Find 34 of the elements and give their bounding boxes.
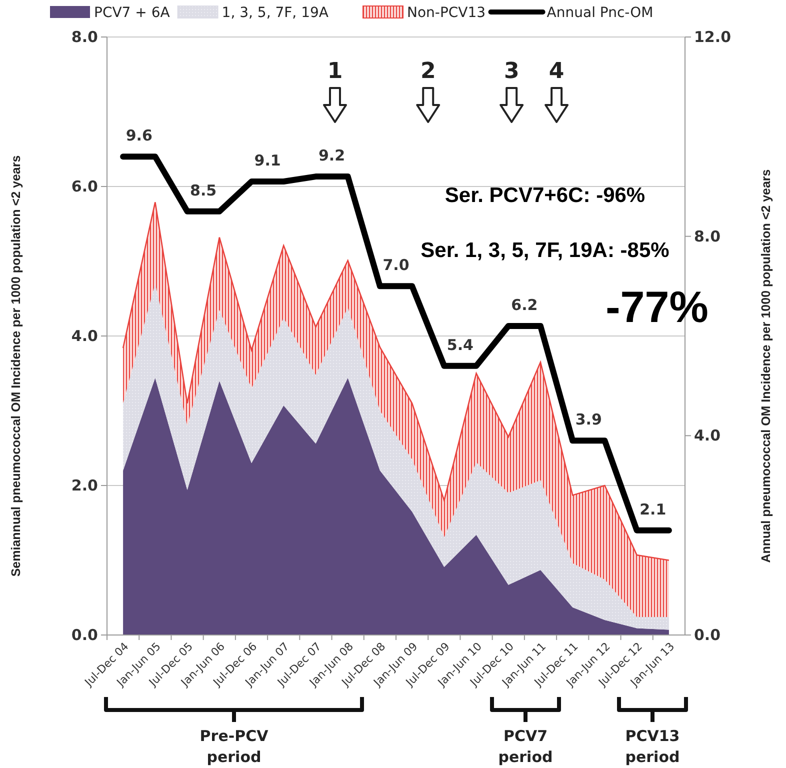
data-label: 6.2 xyxy=(511,296,538,314)
data-label: 2.1 xyxy=(640,500,666,518)
text: PCV7 period xyxy=(498,727,553,766)
legend-label: 1, 3, 5, 7F, 19A xyxy=(222,5,329,21)
data-label: 9.1 xyxy=(254,152,281,170)
data-label: 5.4 xyxy=(446,336,474,354)
data-label: 9.6 xyxy=(126,126,152,145)
y-tick-label: 8.0 xyxy=(71,28,98,46)
y-axis-title: Semiannual pneumococcal OM Incidence per 1000 population <2 years xyxy=(9,155,23,577)
data-label: 8.5 xyxy=(190,181,217,200)
y2-tick-label: 8.0 xyxy=(694,227,721,246)
y-tick-label: 4.0 xyxy=(71,327,98,345)
y-tick-label: 2.0 xyxy=(71,476,98,494)
legend-label: PCV7 + 6A xyxy=(94,5,170,21)
y2-tick-label: 0.0 xyxy=(694,626,721,644)
legend-label: Non-PCV13 xyxy=(407,5,486,21)
text: PCV13 period xyxy=(625,727,680,766)
data-label: 3.9 xyxy=(575,410,602,429)
annotation: 3 xyxy=(504,59,520,84)
annotation: 4 xyxy=(548,59,564,84)
y2-tick-label: 4.0 xyxy=(694,426,721,445)
annotation: -77% xyxy=(606,283,708,332)
data-label: 7.0 xyxy=(382,256,410,274)
annotation: 1 xyxy=(327,59,343,84)
annotation: 2 xyxy=(420,59,436,84)
y2-axis-title: Annual pneumococcal OM Incidence per 1000 population <2 years xyxy=(759,169,773,563)
data-label: 9.2 xyxy=(318,146,346,165)
annotation: Ser. 1, 3, 5, 7F, 19A: -85% xyxy=(420,239,670,262)
y-tick-label: 6.0 xyxy=(71,178,98,196)
y2-tick-label: 12.0 xyxy=(694,28,732,46)
annotation: Ser. PCV7+6C: -96% xyxy=(444,184,646,207)
text: Pre-PCV period xyxy=(200,727,269,766)
y-tick-label: 0.0 xyxy=(71,626,98,644)
legend-label: Annual Pnc-OM xyxy=(546,5,654,21)
